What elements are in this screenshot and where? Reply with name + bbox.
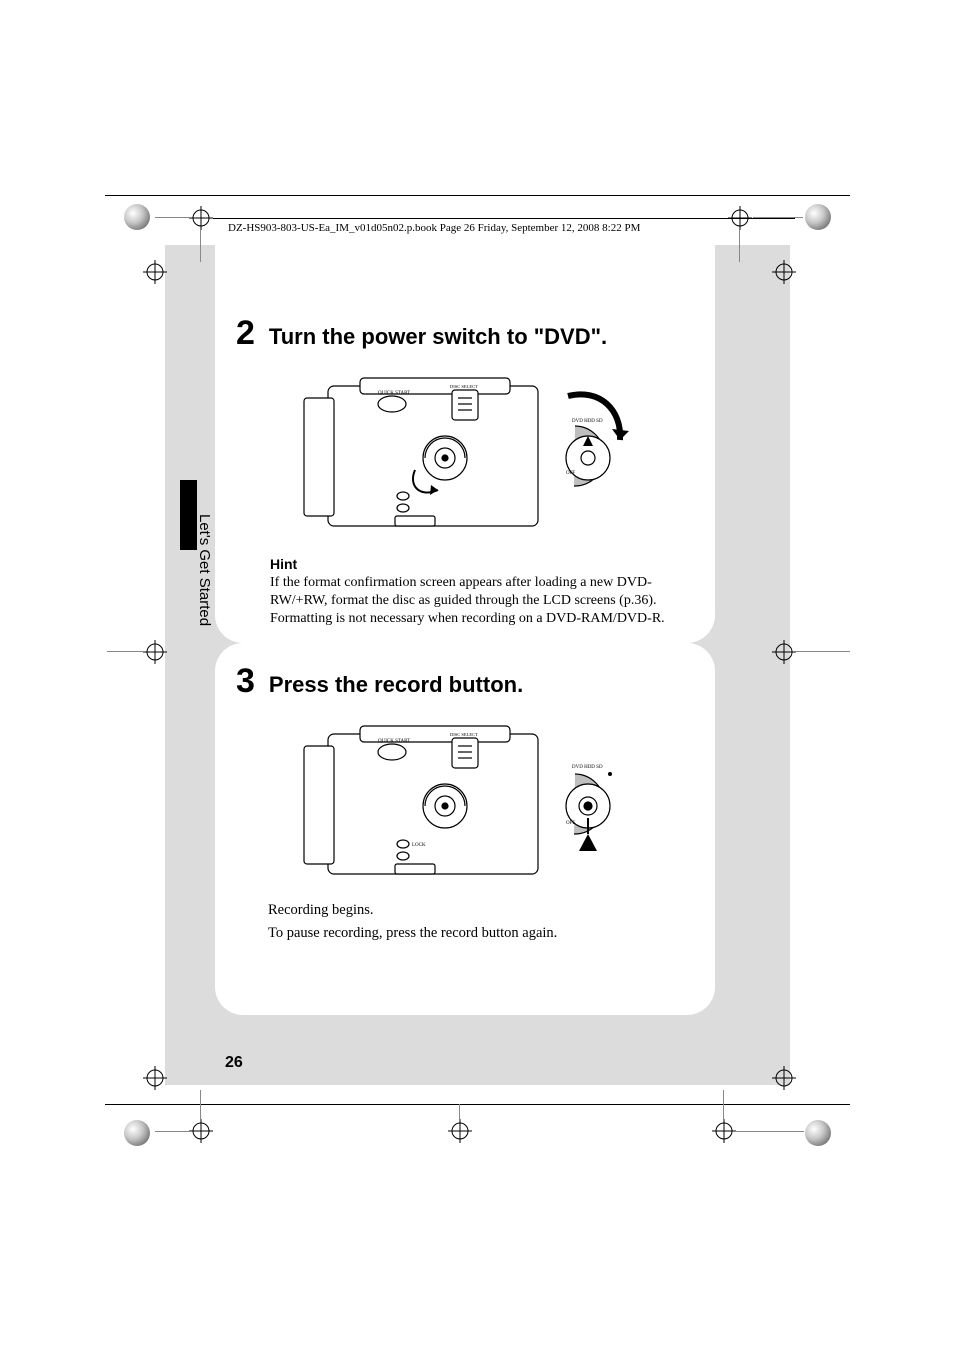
svg-text:OFF: OFF: [566, 471, 575, 476]
svg-text:LOCK: LOCK: [412, 843, 426, 848]
reg-guide: [459, 1104, 460, 1120]
step2-heading: 2 Turn the power switch to "DVD".: [236, 314, 607, 353]
reg-guide: [155, 217, 190, 218]
svg-text:DVD HDD SD: DVD HDD SD: [572, 765, 603, 770]
reg-crosshair-icon: [712, 1119, 736, 1143]
reg-guide: [200, 1090, 201, 1120]
step3-line2: To pause recording, press the record but…: [268, 923, 557, 945]
reg-crosshair-icon: [728, 206, 752, 230]
reg-guide: [795, 651, 850, 652]
reg-crosshair-icon: [189, 1119, 213, 1143]
reg-guide: [155, 1131, 190, 1132]
step3-line1: Recording begins.: [268, 900, 374, 922]
reg-sphere-icon: [124, 1120, 150, 1146]
section-tab: [180, 480, 197, 550]
reg-guide: [107, 651, 145, 652]
svg-text:QUICK START: QUICK START: [378, 391, 410, 396]
step3-title: Press the record button.: [269, 672, 523, 698]
reg-guide: [739, 230, 740, 262]
page-number: 26: [225, 1054, 243, 1072]
hint-body: If the format confirmation screen appear…: [270, 574, 700, 629]
reg-crosshair-icon: [143, 260, 167, 284]
reg-crosshair-icon: [772, 1066, 796, 1090]
step2-illustration: QUICK START DISC SELECT: [300, 358, 640, 538]
reg-crosshair-icon: [772, 640, 796, 664]
reg-guide: [723, 1090, 724, 1120]
reg-sphere-icon: [805, 1120, 831, 1146]
step3-illustration: QUICK START DISC SELECT LOCK DVD HDD SD …: [300, 706, 640, 886]
step2-title: Turn the power switch to "DVD".: [269, 324, 607, 350]
reg-guide: [200, 230, 201, 262]
step2-number: 2: [236, 314, 255, 353]
reg-crosshair-icon: [143, 1066, 167, 1090]
reg-guide: [736, 1131, 804, 1132]
header-rule: [213, 218, 795, 219]
svg-text:DVD HDD SD: DVD HDD SD: [572, 419, 603, 424]
svg-text:QUICK START: QUICK START: [378, 739, 410, 744]
svg-text:DISC SELECT: DISC SELECT: [450, 732, 478, 737]
hint-label: Hint: [270, 556, 700, 572]
header-text: DZ-HS903-803-US-Ea_IM_v01d05n02.p.book P…: [228, 222, 644, 234]
reg-guide: [753, 217, 803, 218]
reg-crosshair-icon: [189, 206, 213, 230]
hint-box: Hint If the format confirmation screen a…: [270, 556, 700, 629]
reg-sphere-icon: [805, 204, 831, 230]
svg-text:DISC SELECT: DISC SELECT: [450, 384, 478, 389]
reg-sphere-icon: [124, 204, 150, 230]
step3-number: 3: [236, 662, 255, 701]
reg-crosshair-icon: [448, 1119, 472, 1143]
section-label: Let's Get Started: [196, 514, 213, 626]
reg-crosshair-icon: [772, 260, 796, 284]
reg-crosshair-icon: [143, 640, 167, 664]
step3-heading: 3 Press the record button.: [236, 662, 523, 701]
svg-text:OFF: OFF: [566, 821, 575, 826]
